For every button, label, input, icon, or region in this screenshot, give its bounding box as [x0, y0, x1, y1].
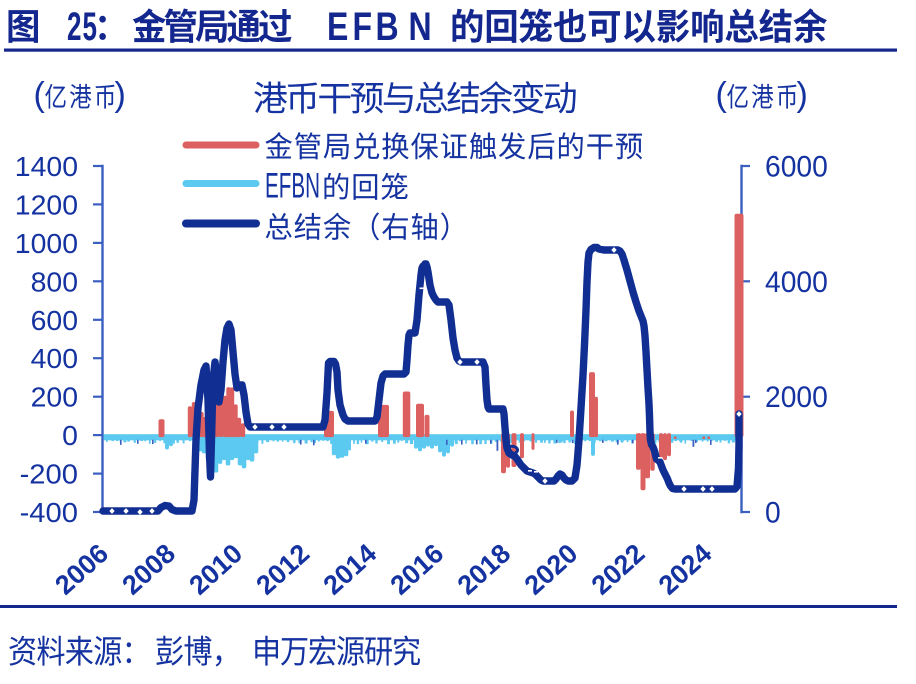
svg-text:5: 5 — [83, 4, 97, 49]
svg-text:2000: 2000 — [765, 381, 828, 414]
svg-text:1000: 1000 — [15, 228, 78, 259]
svg-text:200: 200 — [31, 382, 78, 413]
svg-text:-400: -400 — [20, 497, 78, 528]
svg-text:400: 400 — [31, 343, 78, 374]
svg-text:(: ( — [34, 76, 46, 114]
svg-text:(: ( — [716, 76, 728, 114]
svg-text:0: 0 — [62, 420, 78, 451]
svg-text:): ) — [797, 76, 808, 114]
svg-text:1400: 1400 — [15, 151, 78, 182]
svg-text:B: B — [376, 4, 399, 49]
svg-text:1200: 1200 — [15, 189, 78, 220]
svg-text:0: 0 — [765, 497, 781, 530]
svg-text:600: 600 — [31, 305, 78, 336]
svg-text:): ) — [115, 76, 126, 114]
svg-text:-200: -200 — [20, 459, 78, 490]
svg-text:EFBN: EFBN — [265, 167, 320, 206]
svg-text:800: 800 — [31, 266, 78, 297]
svg-text:N: N — [409, 4, 432, 49]
svg-text:2: 2 — [67, 4, 81, 49]
svg-text:F: F — [353, 4, 373, 49]
svg-text:6000: 6000 — [765, 151, 828, 184]
svg-text:E: E — [327, 4, 348, 49]
svg-text:4000: 4000 — [765, 266, 828, 299]
